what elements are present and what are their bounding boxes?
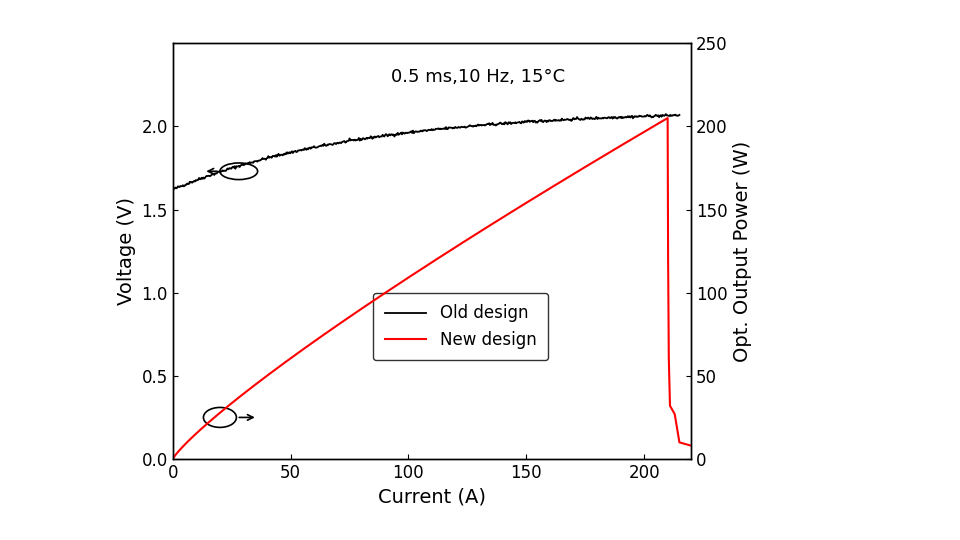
- New design: [380, 289, 392, 295]
- Old design: [660, 111, 672, 117]
- Line: New design: New design: [173, 118, 691, 459]
- New design: [167, 456, 179, 462]
- Old design: [674, 112, 685, 118]
- New design: [685, 442, 697, 449]
- Old design: [257, 156, 269, 162]
- New design: [661, 115, 673, 122]
- Text: 0.5 ms,10 Hz, 15°C: 0.5 ms,10 Hz, 15°C: [391, 68, 564, 86]
- X-axis label: Current (A): Current (A): [378, 488, 486, 507]
- New design: [203, 419, 214, 426]
- Y-axis label: Voltage (V): Voltage (V): [117, 197, 136, 305]
- Y-axis label: Opt. Output Power (W): Opt. Output Power (W): [733, 140, 753, 362]
- New design: [566, 171, 578, 178]
- Old design: [467, 123, 478, 129]
- New design: [419, 264, 430, 270]
- Legend: Old design, New design: Old design, New design: [372, 293, 548, 360]
- Old design: [506, 120, 517, 126]
- Old design: [167, 186, 179, 192]
- Line: Old design: Old design: [173, 114, 680, 190]
- Old design: [549, 118, 561, 124]
- Old design: [168, 186, 180, 193]
- Old design: [299, 147, 310, 153]
- New design: [443, 248, 454, 255]
- Old design: [397, 129, 409, 136]
- New design: [504, 210, 516, 216]
